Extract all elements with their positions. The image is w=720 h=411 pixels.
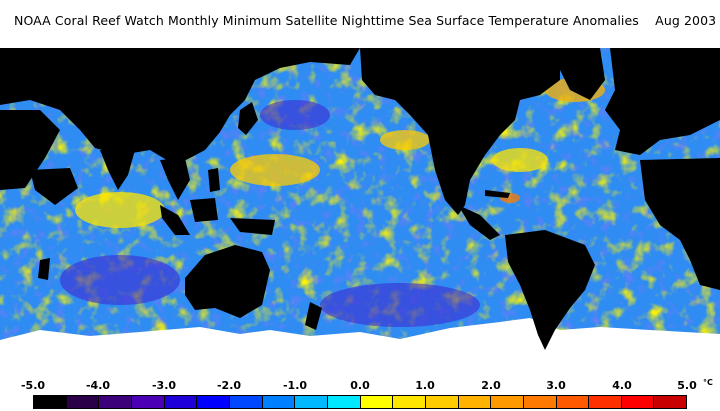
color-swatch: [164, 396, 198, 408]
land-central-america: [458, 205, 500, 240]
color-swatch: [654, 396, 687, 408]
tick-label: 0.0: [350, 379, 370, 392]
land-masses: [0, 48, 720, 350]
color-swatch: [66, 396, 100, 408]
cool-anomaly-patches: [60, 100, 480, 327]
land-eurasia: [0, 48, 360, 165]
color-swatch: [458, 396, 492, 408]
land-indochina: [160, 158, 190, 200]
tick-label: 3.0: [546, 379, 566, 392]
color-swatch: [327, 396, 361, 408]
land-new-zealand: [305, 302, 322, 330]
color-swatch: [523, 396, 557, 408]
tick-label: 5.0: [677, 379, 697, 392]
map-title: NOAA Coral Reef Watch Monthly Minimum Sa…: [14, 13, 717, 28]
land-greenland: [555, 48, 605, 100]
color-swatch: [491, 396, 524, 408]
land-cuba: [485, 190, 510, 198]
color-swatch: [393, 396, 426, 408]
tick-label: -2.0: [216, 379, 242, 392]
color-swatch: [621, 396, 655, 408]
color-scale-bar: [33, 395, 687, 409]
land-europe: [605, 48, 720, 155]
land-africa-east: [640, 158, 720, 290]
land-madagascar: [38, 258, 50, 280]
color-swatch: [34, 396, 67, 408]
color-swatch: [360, 396, 394, 408]
land-north-america: [360, 48, 560, 215]
tick-label: -3.0: [151, 379, 177, 392]
land-india: [100, 150, 135, 190]
land-africa-west: [0, 110, 60, 190]
color-swatch: [197, 396, 230, 408]
color-swatch: [229, 396, 263, 408]
color-swatch: [131, 396, 165, 408]
tick-label: 4.0: [612, 379, 632, 392]
land-borneo: [190, 198, 218, 222]
land-sumatra: [160, 205, 190, 235]
color-scale-legend: -5.0 -4.0 -3.0 -2.0 -1.0 0.0 1.0 2.0 3.0…: [0, 376, 720, 411]
land-arabia: [30, 168, 78, 205]
color-swatch: [99, 396, 132, 408]
land-philippines: [208, 168, 220, 192]
land-south-america: [505, 230, 595, 350]
color-swatch: [589, 396, 622, 408]
tick-label: 1.0: [415, 379, 435, 392]
arctic-ice: [0, 40, 720, 48]
sst-anomaly-map: [0, 40, 720, 373]
land-new-guinea: [230, 218, 275, 235]
land-japan: [238, 102, 258, 135]
land-australia: [185, 245, 270, 318]
tick-label: -4.0: [85, 379, 111, 392]
color-swatch: [556, 396, 590, 408]
tick-label: 2.0: [481, 379, 501, 392]
color-swatch: [262, 396, 296, 408]
color-swatch: [295, 396, 328, 408]
tick-label: -1.0: [282, 379, 308, 392]
tick-label: -5.0: [20, 379, 46, 392]
color-swatch: [425, 396, 459, 408]
unit-label: °C: [703, 378, 713, 387]
